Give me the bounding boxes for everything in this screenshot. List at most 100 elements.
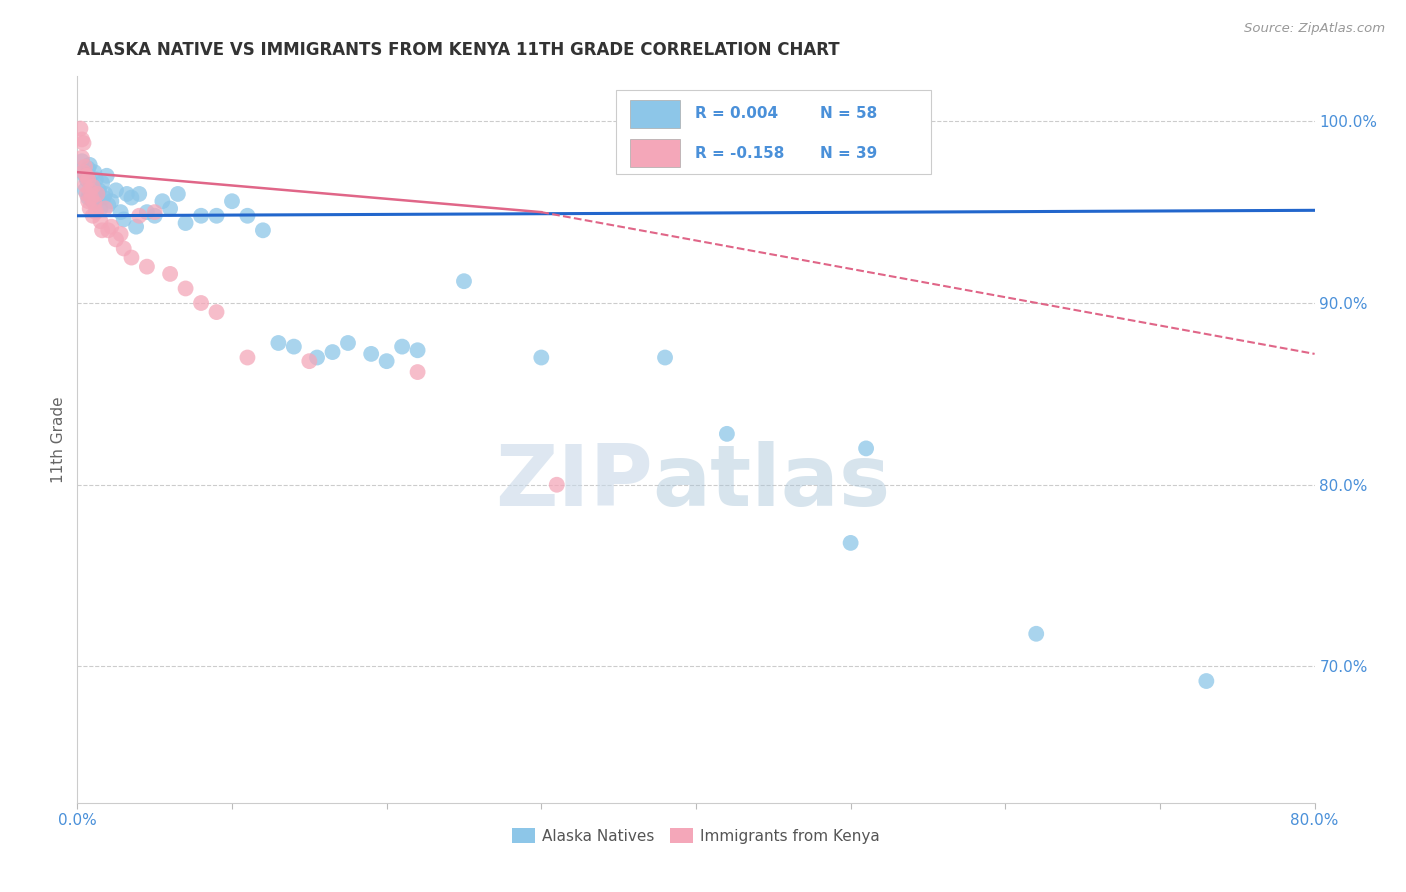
Point xyxy=(128,209,150,223)
Point xyxy=(267,336,290,351)
Point xyxy=(121,251,143,265)
Point xyxy=(70,154,93,169)
Legend: Alaska Natives, Immigrants from Kenya: Alaska Natives, Immigrants from Kenya xyxy=(506,822,886,850)
Point xyxy=(90,202,111,216)
Point xyxy=(76,172,98,186)
Point xyxy=(110,205,132,219)
Point xyxy=(190,296,212,310)
Point xyxy=(252,223,274,237)
Point xyxy=(79,186,101,201)
Point xyxy=(360,347,382,361)
FancyBboxPatch shape xyxy=(630,100,681,128)
Point xyxy=(91,176,114,190)
Point xyxy=(84,205,107,219)
Point xyxy=(75,178,96,192)
Point xyxy=(79,202,101,216)
Point xyxy=(236,209,259,223)
Point xyxy=(159,202,181,216)
Point xyxy=(546,477,568,491)
Point xyxy=(152,194,174,209)
Point xyxy=(190,209,212,223)
Point xyxy=(72,136,94,150)
Point xyxy=(93,191,115,205)
Point xyxy=(86,186,108,201)
Point xyxy=(322,345,344,359)
Point xyxy=(112,212,135,227)
Point xyxy=(77,191,100,205)
Point xyxy=(79,158,101,172)
Point xyxy=(76,186,98,201)
Point xyxy=(69,121,91,136)
Text: atlas: atlas xyxy=(652,442,891,524)
Point xyxy=(75,160,96,174)
Point xyxy=(87,183,110,197)
Text: R = 0.004: R = 0.004 xyxy=(695,106,778,121)
Point xyxy=(221,194,243,209)
Point xyxy=(100,194,122,209)
Point xyxy=(136,260,159,274)
Point xyxy=(72,165,94,179)
Point xyxy=(128,186,150,201)
Point xyxy=(159,267,181,281)
Point xyxy=(75,183,96,197)
Point xyxy=(110,227,132,241)
Point xyxy=(82,209,104,223)
Point xyxy=(96,169,118,183)
Point xyxy=(77,172,100,186)
Point xyxy=(91,223,114,237)
Point xyxy=(205,305,228,319)
Text: N = 39: N = 39 xyxy=(820,145,877,161)
Point xyxy=(839,536,862,550)
Point xyxy=(82,194,104,209)
Point xyxy=(375,354,398,368)
Point xyxy=(205,209,228,223)
Point xyxy=(84,172,107,186)
Y-axis label: 11th Grade: 11th Grade xyxy=(51,396,66,483)
Point xyxy=(79,183,101,197)
Point xyxy=(855,442,877,456)
Point xyxy=(406,343,429,358)
Point xyxy=(1195,673,1218,688)
Point xyxy=(75,169,96,183)
Point xyxy=(72,165,94,179)
Point xyxy=(83,196,105,211)
Point xyxy=(94,202,117,216)
Point xyxy=(406,365,429,379)
Point xyxy=(97,223,120,237)
Point xyxy=(100,219,122,234)
Point xyxy=(105,183,127,197)
Point xyxy=(80,191,103,205)
Point xyxy=(337,336,360,351)
Point xyxy=(121,191,143,205)
Point xyxy=(70,151,93,165)
Point xyxy=(112,242,135,256)
Point xyxy=(94,186,117,201)
Point xyxy=(143,209,166,223)
Point xyxy=(105,232,127,246)
FancyBboxPatch shape xyxy=(630,139,681,167)
Point xyxy=(453,274,475,288)
Text: ZIP: ZIP xyxy=(495,442,652,524)
Point xyxy=(80,176,103,190)
Point xyxy=(76,169,98,183)
Point xyxy=(174,216,197,230)
Point xyxy=(391,340,413,354)
Point xyxy=(530,351,553,365)
Point xyxy=(136,205,159,219)
Point xyxy=(125,219,148,234)
Point xyxy=(143,205,166,219)
Point xyxy=(1025,627,1047,641)
Point xyxy=(86,191,108,205)
Point xyxy=(90,214,111,228)
Point xyxy=(283,340,305,354)
Point xyxy=(236,351,259,365)
Text: R = -0.158: R = -0.158 xyxy=(695,145,785,161)
Point xyxy=(716,426,738,441)
Point xyxy=(298,354,321,368)
Point xyxy=(167,186,190,201)
Point xyxy=(70,132,93,146)
Point xyxy=(82,179,104,194)
Text: N = 58: N = 58 xyxy=(820,106,877,121)
Point xyxy=(654,351,676,365)
Text: ALASKA NATIVE VS IMMIGRANTS FROM KENYA 11TH GRADE CORRELATION CHART: ALASKA NATIVE VS IMMIGRANTS FROM KENYA 1… xyxy=(77,41,839,59)
